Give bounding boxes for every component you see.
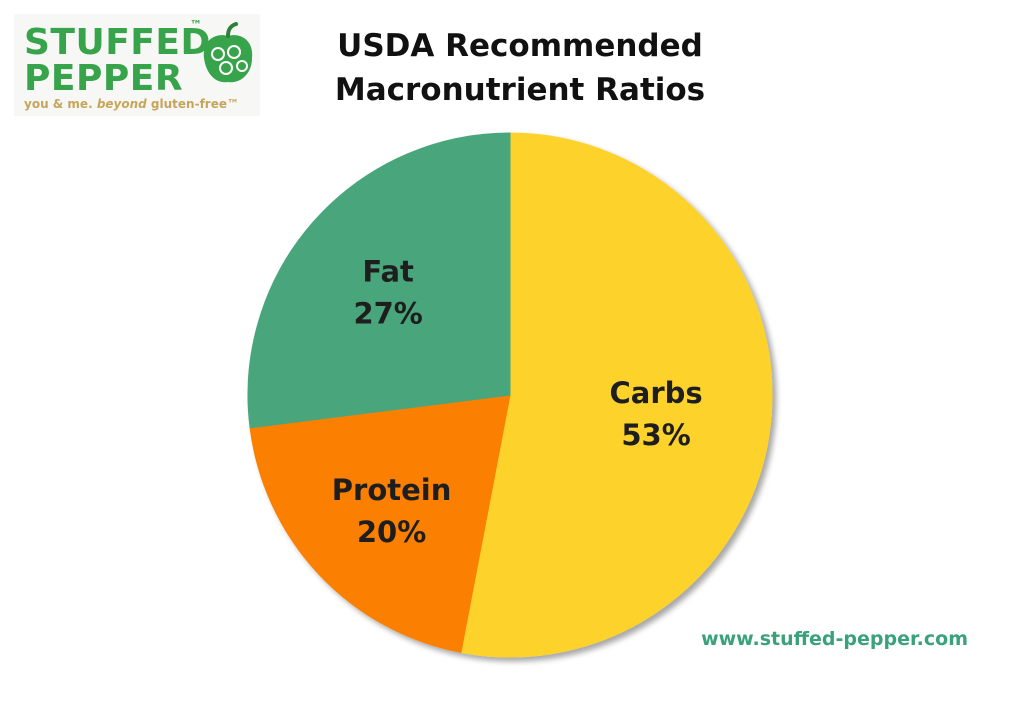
chart-title-line-1: USDA Recommended (337, 28, 703, 64)
logo-line2: PEPPER (24, 58, 184, 99)
website-url[interactable]: www.stuffed-pepper.com (701, 628, 968, 650)
pie-slice-protein (249, 394, 511, 653)
slice-label-fat: Fat (362, 255, 414, 289)
chart-title: USDA Recommended Macronutrient Ratios (300, 24, 740, 112)
logo-tagline-end: gluten-free™ (146, 97, 239, 111)
logo-tagline-italic: beyond (96, 97, 147, 111)
pie-slices (247, 132, 773, 658)
pie-slice-fat (247, 132, 511, 429)
slice-label-protein: Protein (332, 473, 452, 507)
stuffed-pepper-logo[interactable]: STUFFED ™ PEPPER you & me. beyond gluten… (14, 14, 260, 116)
pie-labels: Carbs 53% Protein 20% Fat 27% (332, 255, 703, 550)
logo-line1: STUFFED (24, 22, 211, 63)
logo-tagline-start: you & me. (24, 97, 97, 111)
pie-slice-carbs (460, 132, 773, 658)
slice-value-fat: 27% (353, 297, 422, 331)
slice-value-carbs: 53% (621, 418, 690, 452)
pepper-icon (203, 22, 253, 83)
logo-trademark: ™ (190, 18, 202, 32)
slice-label-carbs: Carbs (609, 376, 702, 410)
slice-value-protein: 20% (357, 515, 426, 549)
chart-title-line-2: Macronutrient Ratios (334, 72, 706, 108)
logo-tagline: you & me. beyond gluten-free™ (24, 97, 239, 111)
